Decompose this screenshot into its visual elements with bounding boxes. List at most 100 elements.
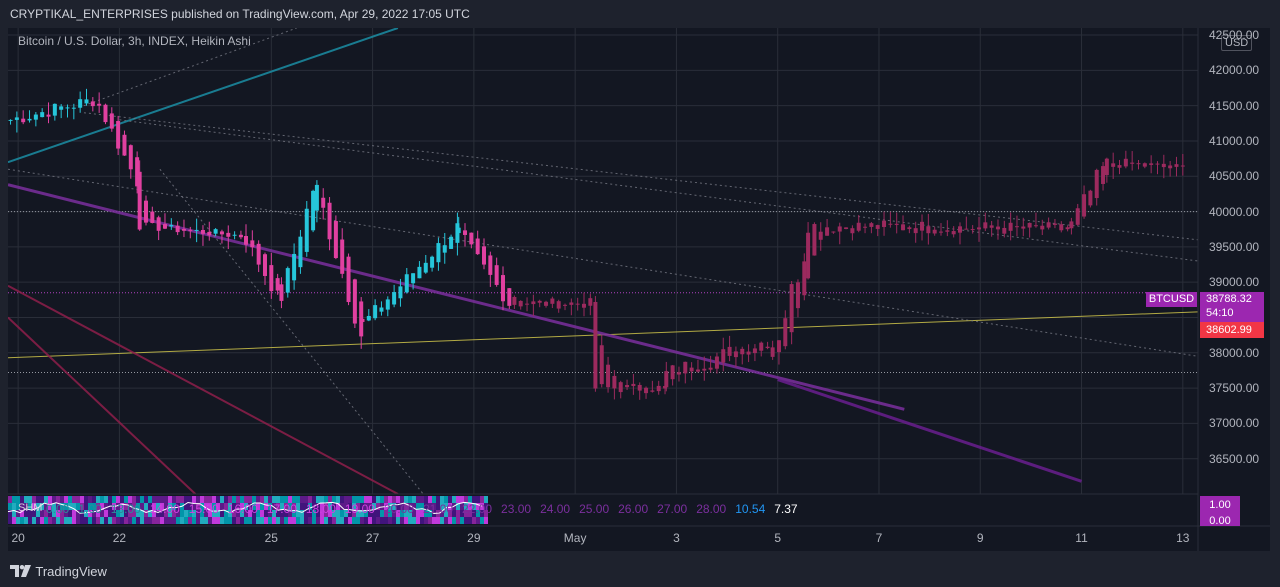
indicator-cell xyxy=(32,510,36,517)
indicator-cell xyxy=(376,517,380,524)
candle-body xyxy=(1046,222,1051,228)
candle-body xyxy=(333,221,338,259)
candle-body xyxy=(856,222,861,231)
indicator-name[interactable]: SHM xyxy=(18,502,43,514)
indicator-cell xyxy=(224,510,228,517)
indicator-cell xyxy=(352,503,356,510)
indicator-cell xyxy=(484,503,488,510)
candle-body xyxy=(913,228,918,234)
currency-button[interactable]: USD xyxy=(1221,35,1253,51)
indicator-cell xyxy=(36,517,40,524)
indicator-cell xyxy=(216,510,220,517)
indicator-cell xyxy=(220,503,224,510)
indicator-cell xyxy=(372,510,376,517)
candle-body xyxy=(398,286,403,299)
indicator-cell xyxy=(56,517,60,524)
candle-body xyxy=(379,307,384,312)
indicator-cell xyxy=(308,517,312,524)
indicator-cell xyxy=(64,503,68,510)
indicator-cell xyxy=(480,510,484,517)
indicator-cell xyxy=(396,496,400,503)
indicator-cell xyxy=(372,496,376,503)
indicator-cell xyxy=(428,496,432,503)
tradingview-logo[interactable]: TradingView xyxy=(10,564,107,579)
candle-body xyxy=(430,256,435,268)
candle-body xyxy=(366,315,371,321)
candle-body xyxy=(831,231,836,233)
indicator-legend-value: 24.00 xyxy=(540,502,571,516)
candle-body xyxy=(285,268,290,293)
indicator-cell xyxy=(328,517,332,524)
indicator-line xyxy=(7,501,483,514)
indicator-cell xyxy=(144,496,148,503)
indicator-cell xyxy=(252,496,256,503)
indicator-cell xyxy=(196,517,200,524)
indicator-cell xyxy=(244,510,248,517)
indicator-cell xyxy=(156,517,160,524)
indicator-cell xyxy=(204,503,208,510)
candle-body xyxy=(449,236,454,249)
indicator-cell xyxy=(28,510,32,517)
candle-body xyxy=(1027,222,1032,228)
indicator-cell xyxy=(92,517,96,524)
candle-body xyxy=(84,99,89,104)
indicator-cell xyxy=(168,503,172,510)
indicator-cell xyxy=(412,517,416,524)
indicator-cell xyxy=(392,503,396,510)
candle-body xyxy=(770,347,775,357)
indicator-cell xyxy=(316,496,320,503)
candle-body xyxy=(404,274,409,293)
indicator-cell xyxy=(8,510,12,517)
indicator-cell xyxy=(180,510,184,517)
candle-body xyxy=(518,300,523,307)
time-tick-label: May xyxy=(563,531,587,545)
indicator-cell xyxy=(272,503,276,510)
indicator-cell xyxy=(172,496,176,503)
indicator-cell xyxy=(284,503,288,510)
time-tick-label: 11 xyxy=(1075,531,1088,545)
candle-body xyxy=(995,226,1000,230)
indicator-cell xyxy=(456,517,460,524)
indicator-cell xyxy=(188,496,192,503)
candle-body xyxy=(727,346,732,356)
indicator-cell xyxy=(236,496,240,503)
chart-frame[interactable] xyxy=(8,28,1270,551)
indicator-cell xyxy=(104,503,108,510)
indicator-cell xyxy=(248,510,252,517)
indicator-cell xyxy=(152,510,156,517)
indicator-cell xyxy=(292,503,296,510)
candle-body xyxy=(109,113,114,129)
candle-body xyxy=(275,278,280,291)
candle-body xyxy=(46,114,51,117)
indicator-cell xyxy=(224,503,228,510)
candle-body xyxy=(1088,190,1093,206)
candle-body xyxy=(1149,163,1154,165)
time-tick-label: 27 xyxy=(365,531,380,545)
candle-body xyxy=(964,228,969,230)
last-price-label: 38788.32 54:10 xyxy=(1200,292,1264,322)
indicator-cell xyxy=(260,503,264,510)
candle-body xyxy=(135,157,140,187)
last-price-value: 38788.32 xyxy=(1206,293,1252,305)
indicator-cell xyxy=(348,496,352,503)
indicator-cell xyxy=(148,510,152,517)
indicator-cell xyxy=(356,517,360,524)
tradingview-logo-icon xyxy=(10,565,31,577)
indicator-cell xyxy=(324,503,328,510)
symbol-title[interactable]: Bitcoin / U.S. Dollar, 3h, INDEX, Heikin… xyxy=(18,34,251,48)
indicator-cell xyxy=(276,517,280,524)
candle-body xyxy=(951,231,956,235)
candle-body xyxy=(569,302,574,305)
candle-body xyxy=(188,229,193,231)
candle-body xyxy=(423,262,428,273)
indicator-cell xyxy=(452,496,456,503)
indicator-cell xyxy=(204,517,208,524)
indicator-cell xyxy=(380,496,384,503)
indicator-cell xyxy=(424,503,428,510)
candle-body xyxy=(983,222,988,229)
price-pane xyxy=(8,28,1198,494)
indicator-cell xyxy=(240,510,244,517)
indicator-cell xyxy=(480,496,484,503)
price-tick-label: 41500.00 xyxy=(1209,98,1260,113)
